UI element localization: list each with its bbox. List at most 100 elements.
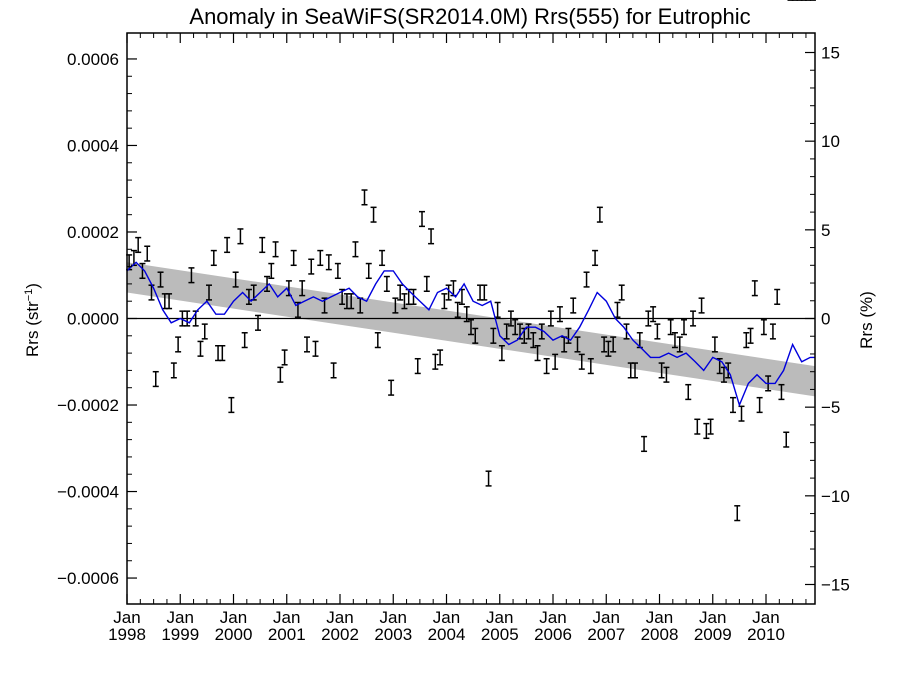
y2-tick-label: 0: [821, 310, 830, 329]
y-axis-label-unit: −1: [23, 289, 35, 302]
x-tick-label-month: Jan: [646, 608, 673, 627]
errorbar-point: [454, 301, 461, 318]
errorbar-point: [414, 357, 421, 375]
errorbar-point: [583, 271, 590, 288]
errorbar-point: [676, 336, 683, 353]
errorbar-point: [641, 435, 648, 453]
errorbar-point: [552, 353, 559, 370]
errorbar-point: [685, 383, 692, 401]
x-tick-label-year: 2007: [587, 625, 625, 644]
y-axis-label: Rrs (str−1): [23, 283, 42, 357]
x-tick-label-month: Jan: [167, 608, 194, 627]
x-tick-label-year: 2000: [215, 625, 253, 644]
errorbar-point: [783, 431, 790, 448]
errorbar-point: [210, 249, 217, 267]
errorbar-point: [729, 396, 736, 414]
errorbar-point: [468, 319, 474, 336]
errorbar-point: [445, 284, 452, 301]
errorbar-point: [428, 228, 435, 245]
errorbar-point: [538, 323, 545, 340]
y2-tick-label: −10: [821, 487, 850, 506]
y2-tick-label: 5: [821, 221, 830, 240]
errorbar-point: [605, 340, 612, 357]
errorbar-point: [601, 336, 608, 353]
errorbar-point: [441, 293, 448, 310]
errorbar-point: [751, 280, 758, 297]
errorbar-point: [747, 327, 754, 344]
errorbar-point: [494, 301, 501, 318]
errorbar-point: [259, 236, 266, 254]
errorbar-point: [419, 210, 426, 228]
errorbar-point: [219, 345, 226, 362]
errorbar-point: [671, 332, 678, 349]
x-tick-label-year: 2009: [694, 625, 732, 644]
chart-title: Anomaly in SeaWiFS(SR2014.0M) Rrs(555) f…: [189, 4, 750, 29]
y-axis-label-close: ): [23, 283, 42, 289]
y-tick-label: −0.0002: [57, 396, 119, 415]
errorbar-point: [743, 332, 750, 349]
y2-axis-label: Rrs (%): [857, 291, 876, 349]
y2-tick-label: −5: [821, 398, 840, 417]
errorbar-point: [224, 236, 231, 254]
errorbar-point: [756, 396, 763, 414]
y2-tick-label: −15: [821, 575, 850, 594]
y-tick-label: 0.0000: [67, 310, 119, 329]
errorbar-point: [144, 245, 151, 262]
errorbar-point: [760, 319, 767, 336]
x-tick-label-month: Jan: [539, 608, 566, 627]
x-tick-label-year: 2006: [534, 625, 572, 644]
y-tick-label: 0.0006: [67, 50, 119, 69]
errorbar-point: [650, 306, 657, 323]
x-tick-label-month: Jan: [699, 608, 726, 627]
errorbar-point: [206, 284, 213, 301]
errorbar-point: [197, 340, 204, 357]
y-axis-label-main: Rrs (str: [23, 301, 42, 357]
errorbar-point: [317, 249, 324, 267]
errorbar-point: [232, 271, 239, 288]
errorbar-point: [135, 236, 142, 254]
errorbar-point: [325, 254, 332, 271]
errorbar-point: [388, 379, 395, 396]
x-tick-label-month: Jan: [593, 608, 620, 627]
errorbar-point: [170, 362, 177, 379]
errorbar-point: [201, 323, 208, 340]
y2-tick-label: 15: [821, 44, 840, 63]
errorbar-point: [299, 280, 306, 297]
errorbar-point: [139, 262, 146, 280]
errorbar-point: [477, 284, 484, 301]
errorbar-point: [188, 267, 195, 284]
errorbar-point: [507, 310, 514, 327]
errorbar-point: [547, 310, 554, 327]
errorbar-point: [490, 327, 497, 344]
errorbar-point: [707, 418, 714, 435]
x-tick-label-year: 2005: [481, 625, 519, 644]
errorbar-point: [654, 323, 661, 340]
errorbar-point: [264, 275, 271, 292]
errorbar-point: [632, 362, 639, 379]
errorbar-point: [334, 262, 341, 280]
errorbar-point: [610, 336, 617, 353]
errorbar-point: [254, 314, 261, 331]
errorbar-point: [365, 262, 372, 280]
errorbar-point: [565, 327, 572, 344]
errorbar-point: [272, 241, 279, 258]
running-mean-layer: [126, 261, 815, 408]
errorbar-point: [215, 345, 222, 362]
errorbar-point: [383, 275, 390, 292]
errorbar-point: [556, 306, 563, 323]
x-tick-label-year: 2003: [374, 625, 412, 644]
y-axis-left: −0.0006 −0.0004 −0.0002 0.0000 0.0002 0.0004 0…: [57, 50, 137, 588]
errorbar-point: [587, 357, 594, 375]
errorbar-point: [379, 249, 386, 267]
errorbar-point: [472, 327, 479, 344]
errorbar-point: [330, 362, 337, 379]
errorbar-point: [175, 336, 182, 353]
errorbar-point: [157, 271, 164, 288]
errorbar-point: [711, 336, 718, 353]
running-mean-line: [126, 261, 815, 408]
errorbar-point: [543, 357, 550, 375]
errorbar-point: [658, 362, 665, 379]
errorbar-point: [410, 288, 417, 305]
errorbar-point: [352, 241, 359, 258]
errorbar-point: [241, 332, 248, 349]
